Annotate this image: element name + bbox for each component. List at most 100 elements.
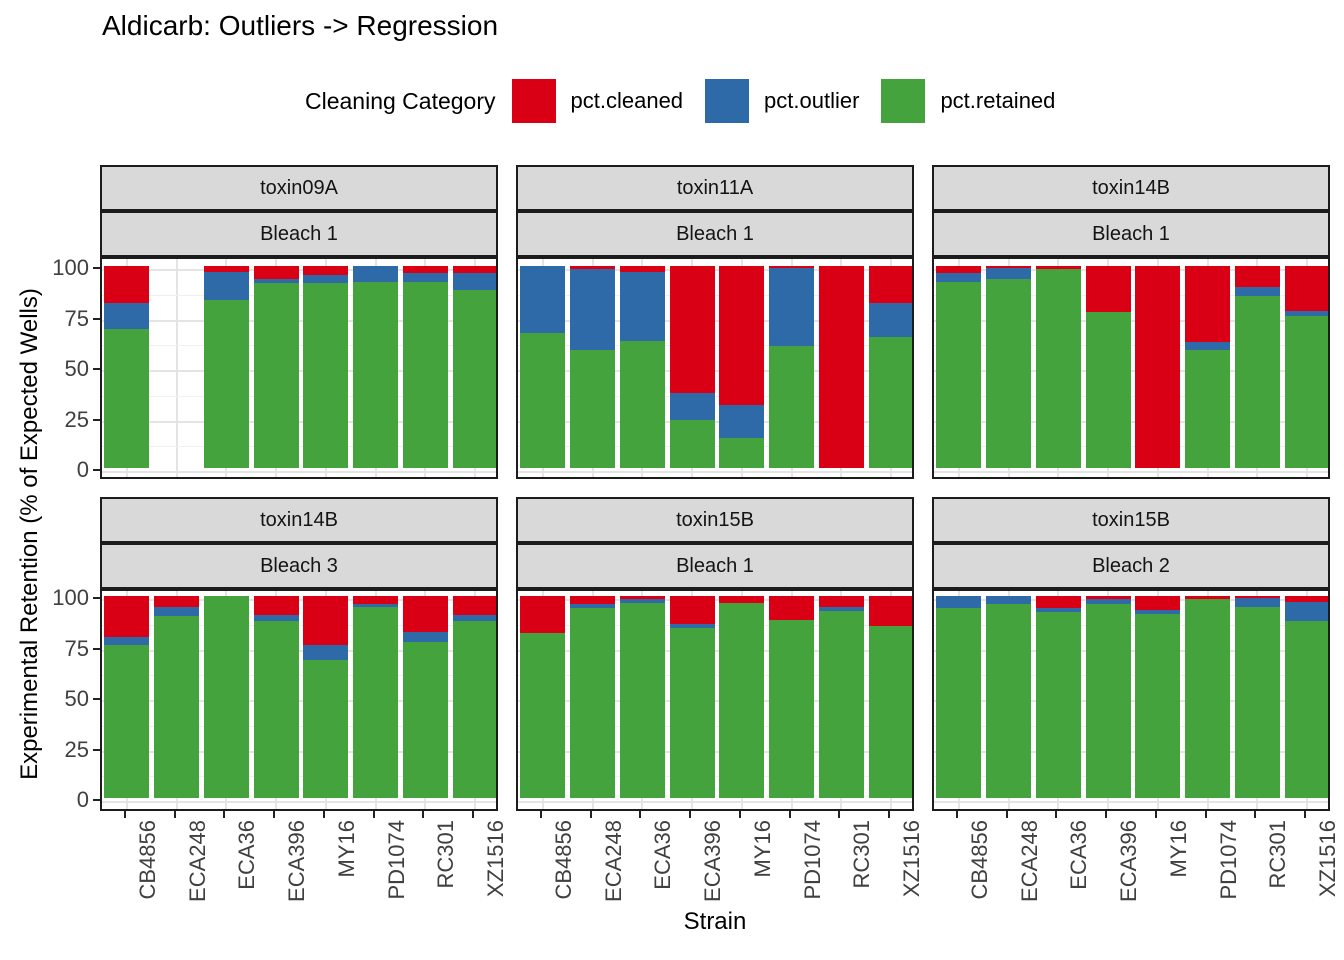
x-tick-label: XZ1516 [1315,820,1341,898]
gridline-minor [518,395,912,397]
bar-segment-pct.outlier [452,615,496,622]
gridline-minor [518,725,912,727]
gridline-major [518,801,912,803]
gridline-major [934,370,1328,372]
y-axis-tick [93,368,100,370]
bar-segment-pct.cleaned [1234,596,1280,599]
legend-title: Cleaning Category [305,87,496,114]
gridline-minor [518,624,912,626]
x-axis-tick [1005,811,1008,818]
x-tick-label: RC301 [849,820,875,889]
bar-segment-pct.cleaned [570,266,616,270]
x-axis-tick [322,811,325,818]
legend-swatch-outlier [705,79,750,123]
bar-segment-pct.outlier [1035,608,1081,613]
legend-entry-retained: pct.retained [881,79,1055,123]
x-tick-label: RC301 [433,820,459,889]
bar-segment-pct.cleaned [154,596,200,608]
bar-segment-pct.outlier [452,273,496,291]
x-tick-label: XZ1516 [899,820,925,898]
gridline-minor [102,725,496,727]
x-axis-tick [1105,811,1108,818]
bar-segment-pct.cleaned [303,266,349,276]
bar-segment-pct.retained [619,603,665,798]
stacked-bar-RC301 [1234,266,1280,468]
y-tick-label: 100 [52,255,89,280]
facet-strip-bleach: Bleach 1 [100,211,498,257]
bar-segment-pct.cleaned [818,596,864,608]
bar-segment-pct.cleaned [203,266,249,273]
x-tick-label: CB4856 [966,820,992,900]
gridline-major [102,319,496,322]
bar-segment-pct.cleaned [303,596,349,646]
x-tick-label: PD1074 [383,820,409,900]
bar-segment-pct.cleaned [769,596,815,621]
bar-segment-pct.retained [1085,312,1131,468]
bar-segment-pct.cleaned [353,596,399,605]
bar-segment-pct.outlier [1135,610,1181,615]
gridline-major [102,370,496,372]
legend-swatch-retained [881,79,926,123]
bar-segment-pct.cleaned [402,596,448,633]
bar-segment-pct.outlier [353,604,399,608]
bar-segment-pct.cleaned [520,596,566,634]
stacked-bar-MY16 [303,596,349,798]
bar-segment-pct.outlier [986,268,1032,280]
bar-segment-pct.outlier [769,268,815,346]
gridline-major [102,750,496,753]
x-tick-label: ECA248 [600,820,626,902]
bar-segment-pct.outlier [203,272,249,301]
x-axis-tick [422,811,425,818]
bar-segment-pct.outlier [570,604,616,609]
bar-segment-pct.cleaned [1135,266,1181,468]
x-axis-tick [589,811,592,818]
x-tick-label: MY16 [333,820,359,878]
bar-segment-pct.outlier [1185,341,1231,350]
stacked-bar-PD1074 [769,266,815,468]
bar-segment-pct.cleaned [936,266,982,274]
facet-strip-toxin: toxin11A [516,165,914,211]
stacked-bar-ECA396 [669,596,715,798]
gridline-minor [934,624,1328,626]
stacked-bar-RC301 [818,266,864,468]
gridline-major [102,471,496,473]
bar-segment-pct.cleaned [1135,596,1181,611]
bar-segment-pct.outlier [154,607,200,617]
x-axis-tick [1304,811,1307,818]
bar-segment-pct.retained [104,328,150,468]
gridline-major [102,269,496,271]
stacked-bar-MY16 [1135,596,1181,798]
stacked-bar-CB4856 [936,596,982,798]
bar-segment-pct.outlier [936,596,982,609]
bar-segment-pct.retained [986,279,1032,468]
bar-segment-pct.retained [818,611,864,798]
gridline-major [518,700,912,702]
bar-segment-pct.cleaned [986,266,1032,269]
facet-strip-toxin: toxin14B [932,165,1330,211]
facet-strip-toxin: toxin09A [100,165,498,211]
y-tick-label: 100 [52,585,89,610]
gridline-major [934,801,1328,803]
gridline-major [934,471,1328,473]
x-tick-label: ECA36 [650,820,676,890]
bar-segment-pct.retained [253,621,299,798]
bar-segment-pct.cleaned [619,596,665,600]
bar-segment-pct.outlier [1284,311,1328,317]
facet-strip-toxin: toxin15B [516,497,914,543]
bar-segment-pct.cleaned [253,266,299,280]
stacked-bar-ECA396 [1085,266,1131,468]
x-tick-label: ECA396 [284,820,310,902]
legend-swatch-cleaned [511,79,556,123]
facet-panel [516,589,914,811]
bar-segment-pct.cleaned [570,596,616,605]
gridline-minor [934,776,1328,778]
y-tick-label: 25 [64,406,89,432]
stacked-bar-ECA248 [154,596,200,798]
x-tick-label: XZ1516 [483,820,509,898]
gridline-major [102,420,496,423]
gridline-major [934,420,1328,423]
x-axis-tick [689,811,692,818]
gridline-minor [518,446,912,448]
facet-strip-toxin: toxin15B [932,497,1330,543]
